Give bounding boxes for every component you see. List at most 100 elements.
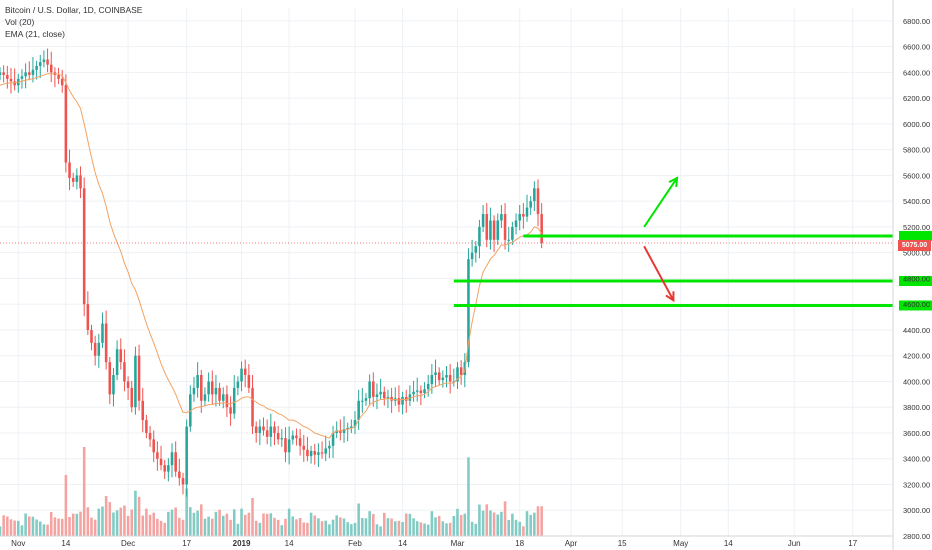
candle-body — [64, 85, 68, 163]
y-tick-label: 5400.00 — [903, 197, 930, 206]
volume-bar — [474, 523, 478, 536]
y-tick-label: 2800.00 — [903, 532, 930, 541]
arrow-down — [643, 245, 675, 301]
volume-bar — [181, 519, 185, 536]
candle-body — [459, 367, 463, 376]
volume-bar — [178, 517, 181, 536]
candle-body — [353, 420, 357, 427]
candle-body — [478, 226, 481, 247]
candle-body — [185, 426, 188, 485]
x-tick-label: 14 — [285, 539, 294, 548]
candle-body — [361, 400, 364, 402]
candle-body — [262, 426, 265, 431]
volume-bar — [192, 512, 196, 536]
candle-body — [38, 62, 42, 66]
y-tick-label: 3200.00 — [903, 480, 930, 489]
volume-bar — [64, 475, 68, 536]
candle-body — [218, 387, 221, 401]
drawn-arrows[interactable] — [643, 176, 679, 303]
candle-body — [97, 342, 101, 356]
volume-bar — [448, 522, 452, 536]
candle-body — [328, 445, 331, 449]
volume-bar — [6, 516, 9, 536]
candle-body — [159, 458, 163, 466]
candle-body — [280, 438, 284, 440]
volume-bar — [522, 526, 525, 536]
volume-bar — [71, 513, 75, 536]
candle-body — [335, 430, 338, 433]
volume-bar — [31, 516, 35, 536]
x-tick-label: 2019 — [233, 539, 251, 548]
volume-bar — [540, 506, 543, 536]
y-tick-label: 4200.00 — [903, 352, 930, 361]
candle-body — [317, 452, 320, 455]
candle-body — [148, 432, 152, 440]
volume-bar — [478, 504, 481, 536]
volume-bar — [93, 519, 97, 536]
volume-bar — [53, 517, 57, 536]
volume-bar — [0, 526, 2, 536]
drawn-levels[interactable] — [0, 230, 932, 311]
last-price-tag: 5075.00 — [898, 240, 931, 251]
candle-body — [189, 394, 192, 427]
level-price-tag — [899, 300, 932, 311]
candle-body — [137, 355, 141, 401]
ema-line — [0, 73, 543, 439]
volume-bar — [240, 508, 243, 536]
x-tick-label: 18 — [515, 539, 524, 548]
volume-bar — [229, 519, 232, 536]
candle-body — [203, 394, 207, 401]
y-tick-label: 5800.00 — [903, 146, 930, 155]
candle-body — [27, 72, 31, 75]
volume-bar — [350, 524, 353, 536]
candle-body — [247, 375, 251, 388]
volume-bar — [126, 515, 130, 536]
volume-bar — [159, 520, 163, 536]
volume-bar — [170, 509, 174, 536]
volume-bar — [401, 522, 404, 536]
candle-body — [324, 448, 328, 454]
chart-grid — [0, 8, 893, 537]
candle-body — [441, 377, 445, 381]
y-tick-label: 4800.00 — [903, 274, 930, 283]
x-tick-label: Feb — [348, 539, 362, 548]
x-tick-label: 17 — [848, 539, 857, 548]
volume-bar — [119, 507, 123, 536]
volume-bar — [134, 490, 137, 536]
volume-bar — [137, 496, 141, 536]
candle-body — [123, 362, 126, 382]
level-price-tag — [899, 230, 932, 241]
volume-bar — [434, 517, 437, 536]
volume-bar — [470, 521, 474, 536]
volume-bar — [533, 512, 536, 536]
candle-body — [511, 226, 514, 240]
candle-body — [529, 201, 532, 208]
volume-bar — [335, 515, 338, 536]
volume-bar — [489, 510, 492, 536]
candle-body — [309, 451, 313, 457]
candle-body — [313, 451, 317, 455]
volume-bar — [503, 501, 507, 536]
candle-body — [104, 323, 108, 363]
chart-legend: Bitcoin / U.S. Dollar, 1D, COINBASE Vol … — [5, 4, 142, 40]
candle-body — [522, 214, 525, 217]
volume-bar — [437, 516, 441, 536]
candle-body — [320, 452, 324, 454]
candle-body — [298, 438, 302, 446]
x-tick-label: Mar — [451, 539, 465, 548]
candle-body — [225, 394, 229, 408]
candle-body — [254, 426, 258, 433]
candle-body — [13, 81, 16, 86]
volume-bar — [174, 507, 177, 536]
candle-body — [339, 430, 342, 433]
volume-bar — [112, 512, 115, 536]
candle-body — [273, 426, 276, 433]
candle-body — [390, 396, 393, 401]
volume-bar — [207, 516, 210, 536]
candlesticks — [0, 48, 543, 497]
volume-bar — [265, 513, 269, 536]
candle-body — [368, 381, 371, 399]
candle-body — [383, 391, 386, 399]
